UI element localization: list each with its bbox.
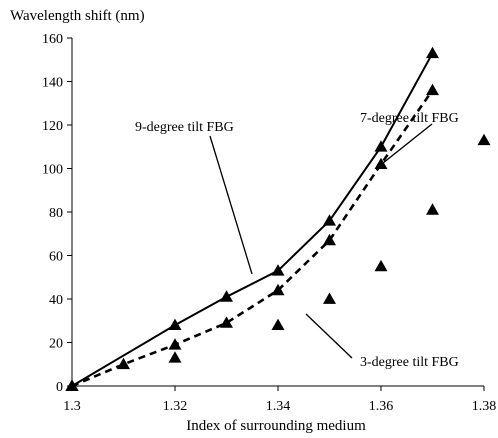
data-point-3-degree-tilt-fbg	[65, 379, 79, 391]
annotations: 9-degree tilt FBG 7-degree tilt FBG 3-de…	[135, 111, 459, 370]
axes	[71, 38, 484, 387]
series-line-9-degree-tilt-fbg	[71, 52, 434, 387]
data-point-9-degree-tilt-fbg	[168, 318, 182, 330]
y-tick-label: 140	[42, 76, 63, 91]
x-tick-label: 1.38	[472, 399, 497, 414]
label-pointer-7-degree	[377, 123, 433, 168]
x-axis-label: Index of surrounding medium	[186, 418, 366, 434]
data-point-3-degree-tilt-fbg	[323, 292, 336, 304]
data-point-9-degree-tilt-fbg	[374, 140, 388, 152]
data-point-3-degree-tilt-fbg	[374, 259, 388, 272]
y-tick-label: 80	[49, 206, 63, 221]
data-point-9-degree-tilt-fbg	[220, 290, 233, 302]
label-pointer-9-degree	[209, 135, 253, 275]
series-markers	[65, 46, 491, 391]
y-tick-label: 160	[42, 32, 63, 47]
data-point-7-degree-tilt-fbg	[323, 233, 336, 246]
y-tick-label: 0	[56, 380, 63, 395]
label-9-degree-tilt-fbg: 9-degree tilt FBG	[135, 120, 234, 135]
data-point-3-degree-tilt-fbg	[271, 318, 285, 330]
data-point-7-degree-tilt-fbg	[168, 338, 182, 350]
x-tick-label: 1.34	[266, 399, 291, 414]
y-tick-label: 120	[42, 119, 63, 134]
x-tick-label: 1.32	[163, 399, 188, 414]
y-tick-label: 40	[49, 293, 63, 308]
label-3-degree-tilt-fbg: 3-degree tilt FBG	[360, 355, 459, 370]
data-point-9-degree-tilt-fbg	[426, 46, 439, 59]
y-tick-label: 60	[49, 250, 63, 265]
y-tick-label: 100	[42, 163, 63, 178]
data-point-3-degree-tilt-fbg	[477, 133, 491, 146]
x-ticks: 1.3 1.32 1.34 1.36 1.38	[63, 386, 496, 414]
label-7-degree-tilt-fbg: 7-degree tilt FBG	[360, 111, 459, 126]
y-axis-label: Wavelength shift (nm)	[10, 8, 145, 24]
data-point-3-degree-tilt-fbg	[426, 203, 439, 215]
series-lines	[71, 52, 434, 388]
x-tick-label: 1.36	[369, 399, 394, 414]
data-point-7-degree-tilt-fbg	[426, 83, 439, 96]
data-point-7-degree-tilt-fbg	[374, 157, 388, 169]
data-point-3-degree-tilt-fbg	[168, 351, 182, 363]
data-point-7-degree-tilt-fbg	[271, 283, 285, 296]
label-pointer-3-degree	[305, 313, 353, 359]
y-ticks: 0 20 40 60 80 100 120 140 160	[42, 32, 72, 395]
data-point-7-degree-tilt-fbg	[117, 357, 130, 370]
data-point-9-degree-tilt-fbg	[271, 264, 285, 276]
data-point-7-degree-tilt-fbg	[220, 316, 233, 328]
data-point-9-degree-tilt-fbg	[323, 214, 336, 226]
x-tick-label: 1.3	[63, 399, 81, 414]
y-tick-label: 20	[49, 337, 63, 352]
series-line-7-degree-tilt-fbg	[71, 89, 434, 388]
